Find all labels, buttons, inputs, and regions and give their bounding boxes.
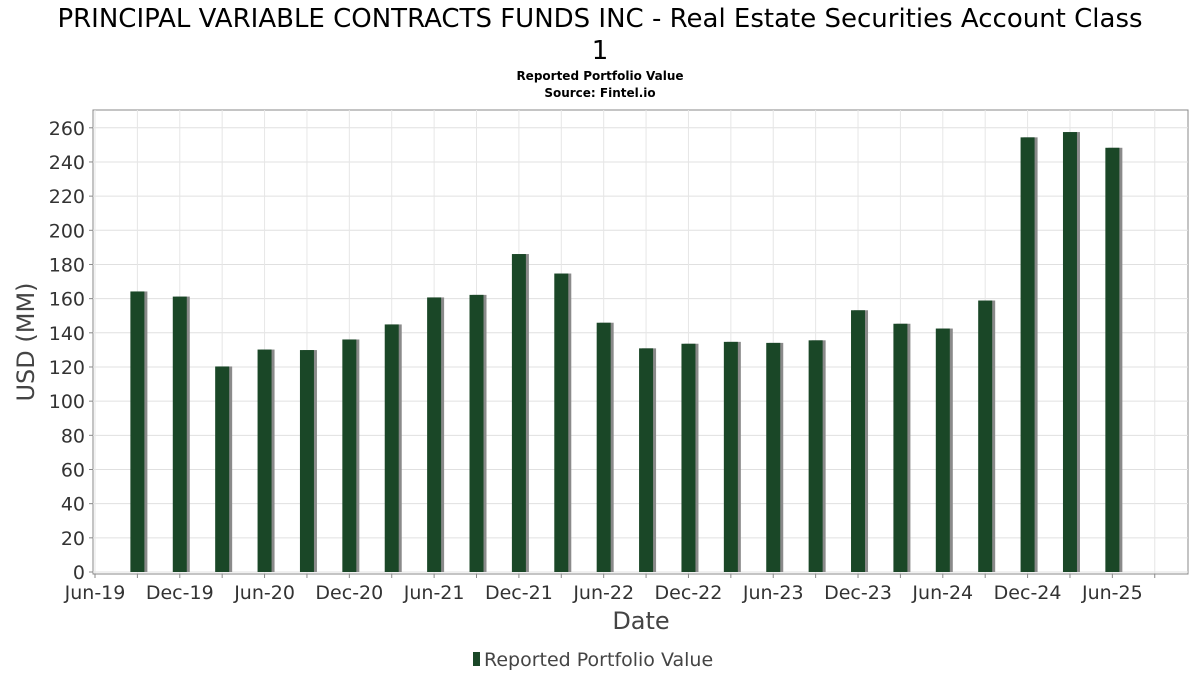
x-tick-label: Dec-20: [315, 582, 383, 604]
y-tick-label: 260: [49, 118, 85, 140]
y-tick-label: 80: [61, 425, 85, 447]
bar: [469, 294, 484, 572]
bar: [172, 296, 187, 572]
legend-swatch: [473, 652, 480, 666]
x-tick-label: Jun-23: [742, 582, 804, 604]
bar: [1062, 132, 1077, 572]
x-tick-label: Jun-19: [64, 582, 126, 604]
chart-title-line2: 1: [592, 36, 609, 66]
x-tick-label: Jun-22: [572, 582, 634, 604]
bar: [935, 328, 950, 572]
bar: [851, 310, 866, 572]
legend: Reported Portfolio Value: [473, 649, 713, 671]
y-tick-label: 0: [73, 562, 85, 584]
y-tick-label: 60: [61, 459, 85, 481]
y-tick-label: 140: [49, 323, 85, 345]
y-tick-label: 200: [49, 220, 85, 242]
bar: [1105, 147, 1120, 572]
y-tick-label: 240: [49, 152, 85, 174]
chart-source: Source: Fintel.io: [544, 86, 655, 100]
x-tick-label: Jun-24: [911, 582, 973, 604]
bar: [511, 254, 526, 572]
legend-label: Reported Portfolio Value: [484, 649, 713, 671]
bar: [384, 324, 399, 572]
x-axis-label: Date: [612, 607, 669, 635]
bar: [215, 366, 230, 572]
bar: [299, 350, 314, 572]
y-tick-label: 180: [49, 254, 85, 276]
bar: [554, 273, 569, 572]
bar: [596, 322, 611, 572]
y-tick-label: 120: [49, 357, 85, 379]
y-tick-label: 40: [61, 494, 85, 516]
x-tick-label: Dec-21: [485, 582, 553, 604]
bar: [808, 340, 823, 572]
y-tick-label: 160: [49, 289, 85, 311]
bar: [427, 297, 442, 572]
x-tick-label: Jun-21: [403, 582, 465, 604]
x-tick-label: Jun-25: [1081, 582, 1143, 604]
y-axis-label: USD (MM): [12, 282, 40, 401]
bar: [1020, 137, 1035, 572]
bar: [723, 341, 738, 572]
x-tick-label: Dec-22: [655, 582, 723, 604]
chart-title-line1: PRINCIPAL VARIABLE CONTRACTS FUNDS INC -…: [57, 4, 1142, 34]
bar: [130, 291, 145, 572]
x-tick-label: Dec-24: [994, 582, 1062, 604]
bar: [681, 343, 696, 572]
y-tick-label: 100: [49, 391, 85, 413]
bar: [639, 348, 654, 572]
x-tick-label: Jun-20: [233, 582, 295, 604]
x-tick-label: Dec-19: [146, 582, 214, 604]
bar: [893, 323, 908, 572]
y-tick-label: 220: [49, 186, 85, 208]
plot-area: 0 20 40 60 80 100 120 140 160 180 200 220 240 260 Jun-…: [49, 109, 1189, 604]
chart-subtitle: Reported Portfolio Value: [516, 69, 683, 83]
bar: [257, 349, 272, 572]
bar: [342, 339, 357, 572]
y-tick-label: 20: [61, 528, 85, 550]
bar: [766, 342, 781, 572]
x-tick-label: Dec-23: [824, 582, 892, 604]
bar: [978, 300, 993, 572]
